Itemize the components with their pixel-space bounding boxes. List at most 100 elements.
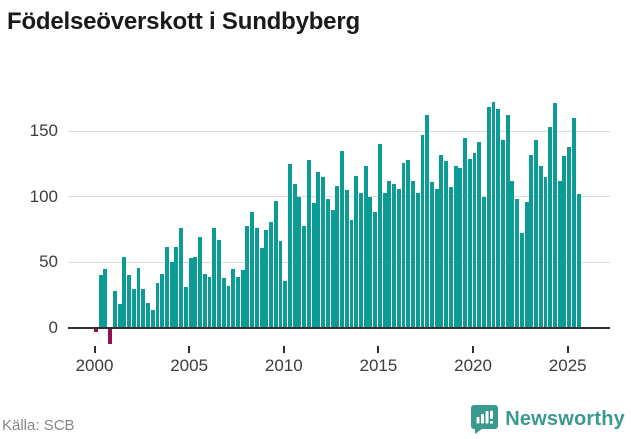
bar-positive [146, 303, 150, 328]
bar-positive [292, 183, 297, 328]
x-axis-tick [472, 346, 475, 353]
bar-positive [302, 225, 307, 328]
bar-positive [330, 209, 335, 328]
newsworthy-logo: Newsworthy [471, 402, 625, 436]
bar-positive [463, 137, 467, 328]
bar-positive [217, 240, 221, 328]
bar-positive [553, 103, 557, 328]
bar-positive [297, 196, 302, 328]
bar-positive [325, 199, 330, 328]
bar-positive [529, 154, 534, 328]
bar-positive [486, 107, 491, 328]
bar-positive [377, 144, 382, 328]
x-axis-tick [188, 346, 191, 353]
bar-positive [131, 288, 136, 328]
bar-positive [363, 166, 368, 328]
bar-positive [505, 115, 510, 328]
x-axis-tick [566, 346, 569, 353]
bar-positive [387, 180, 392, 328]
bar-positive [150, 309, 155, 328]
bar-positive [202, 274, 207, 328]
bar-positive [136, 267, 141, 328]
bar-positive [576, 194, 581, 328]
bar-positive [240, 270, 245, 328]
bar-positive [117, 304, 122, 328]
bar-positive [382, 192, 387, 328]
bar-positive [141, 288, 146, 328]
bar-positive [571, 117, 576, 328]
x-axis-label: 2020 [454, 356, 492, 375]
bar-positive [557, 180, 562, 328]
bar-positive [567, 146, 572, 328]
bar-positive [354, 175, 359, 328]
y-axis-label: 0 [48, 318, 58, 337]
bar-positive [160, 274, 165, 328]
bar-positive [188, 258, 193, 328]
newsworthy-speech-bubble-chart-icon [471, 404, 499, 434]
bar-positive [127, 275, 132, 328]
bar-positive [212, 228, 217, 328]
bar-positive [401, 162, 406, 328]
bar-positive [373, 212, 378, 328]
bar-positive [179, 228, 184, 328]
bar-positive [269, 221, 273, 328]
bar-positive [425, 115, 430, 328]
bar-positive [112, 291, 117, 328]
x-axis-tick [282, 346, 285, 353]
bar-positive [198, 237, 202, 328]
x-axis-label: 2010 [264, 356, 303, 375]
bar-positive [231, 268, 236, 328]
bar-positive [467, 158, 472, 328]
bar-positive [510, 180, 515, 328]
bar-positive [411, 180, 415, 328]
x-axis-label: 2025 [548, 356, 587, 375]
bar-negative [108, 328, 113, 344]
bar-positive [458, 167, 463, 328]
bar-positive [448, 187, 453, 328]
bar-positive [306, 159, 311, 328]
bar-positive [264, 229, 269, 328]
bar-positive [472, 153, 477, 328]
bar-positive [169, 262, 174, 328]
bar-positive [344, 190, 349, 328]
bar-positive [420, 134, 425, 328]
bar-positive [98, 275, 103, 328]
bar-positive [273, 200, 278, 328]
bar-positive [183, 287, 188, 328]
bar-positive [368, 196, 373, 328]
bar-positive [392, 183, 397, 328]
bar-positive [193, 257, 198, 328]
bar-positive [259, 247, 264, 328]
bar-positive [226, 285, 231, 328]
bar-positive [444, 161, 449, 328]
bar-positive [406, 159, 411, 328]
bar-positive [254, 228, 259, 328]
bar-positive [548, 127, 553, 328]
x-axis-tick [93, 346, 96, 353]
bar-positive [538, 166, 543, 328]
bar-positive [103, 268, 108, 328]
bar-positive [359, 192, 363, 328]
newsworthy-logo-text: Newsworthy [505, 407, 625, 430]
bar-positive [164, 246, 169, 328]
bar-positive [439, 154, 444, 328]
bar-positive [515, 199, 520, 328]
bar-positive [562, 155, 567, 328]
bar-positive [396, 188, 401, 328]
y-axis-label: 150 [29, 121, 58, 140]
bar-positive [496, 108, 501, 328]
y-axis-label: 50 [39, 252, 58, 272]
y-axis-label: 100 [29, 186, 58, 206]
bar-positive [429, 182, 434, 328]
bar-positive [543, 176, 548, 328]
source-caption: Källa: SCB [2, 417, 75, 434]
bar-positive [434, 188, 439, 328]
bar-positive [534, 140, 538, 328]
bar-positive [235, 276, 240, 328]
bar-positive [316, 171, 321, 328]
bar-positive [415, 192, 420, 328]
bar-positive [278, 241, 283, 328]
x-axis-line [68, 327, 610, 329]
